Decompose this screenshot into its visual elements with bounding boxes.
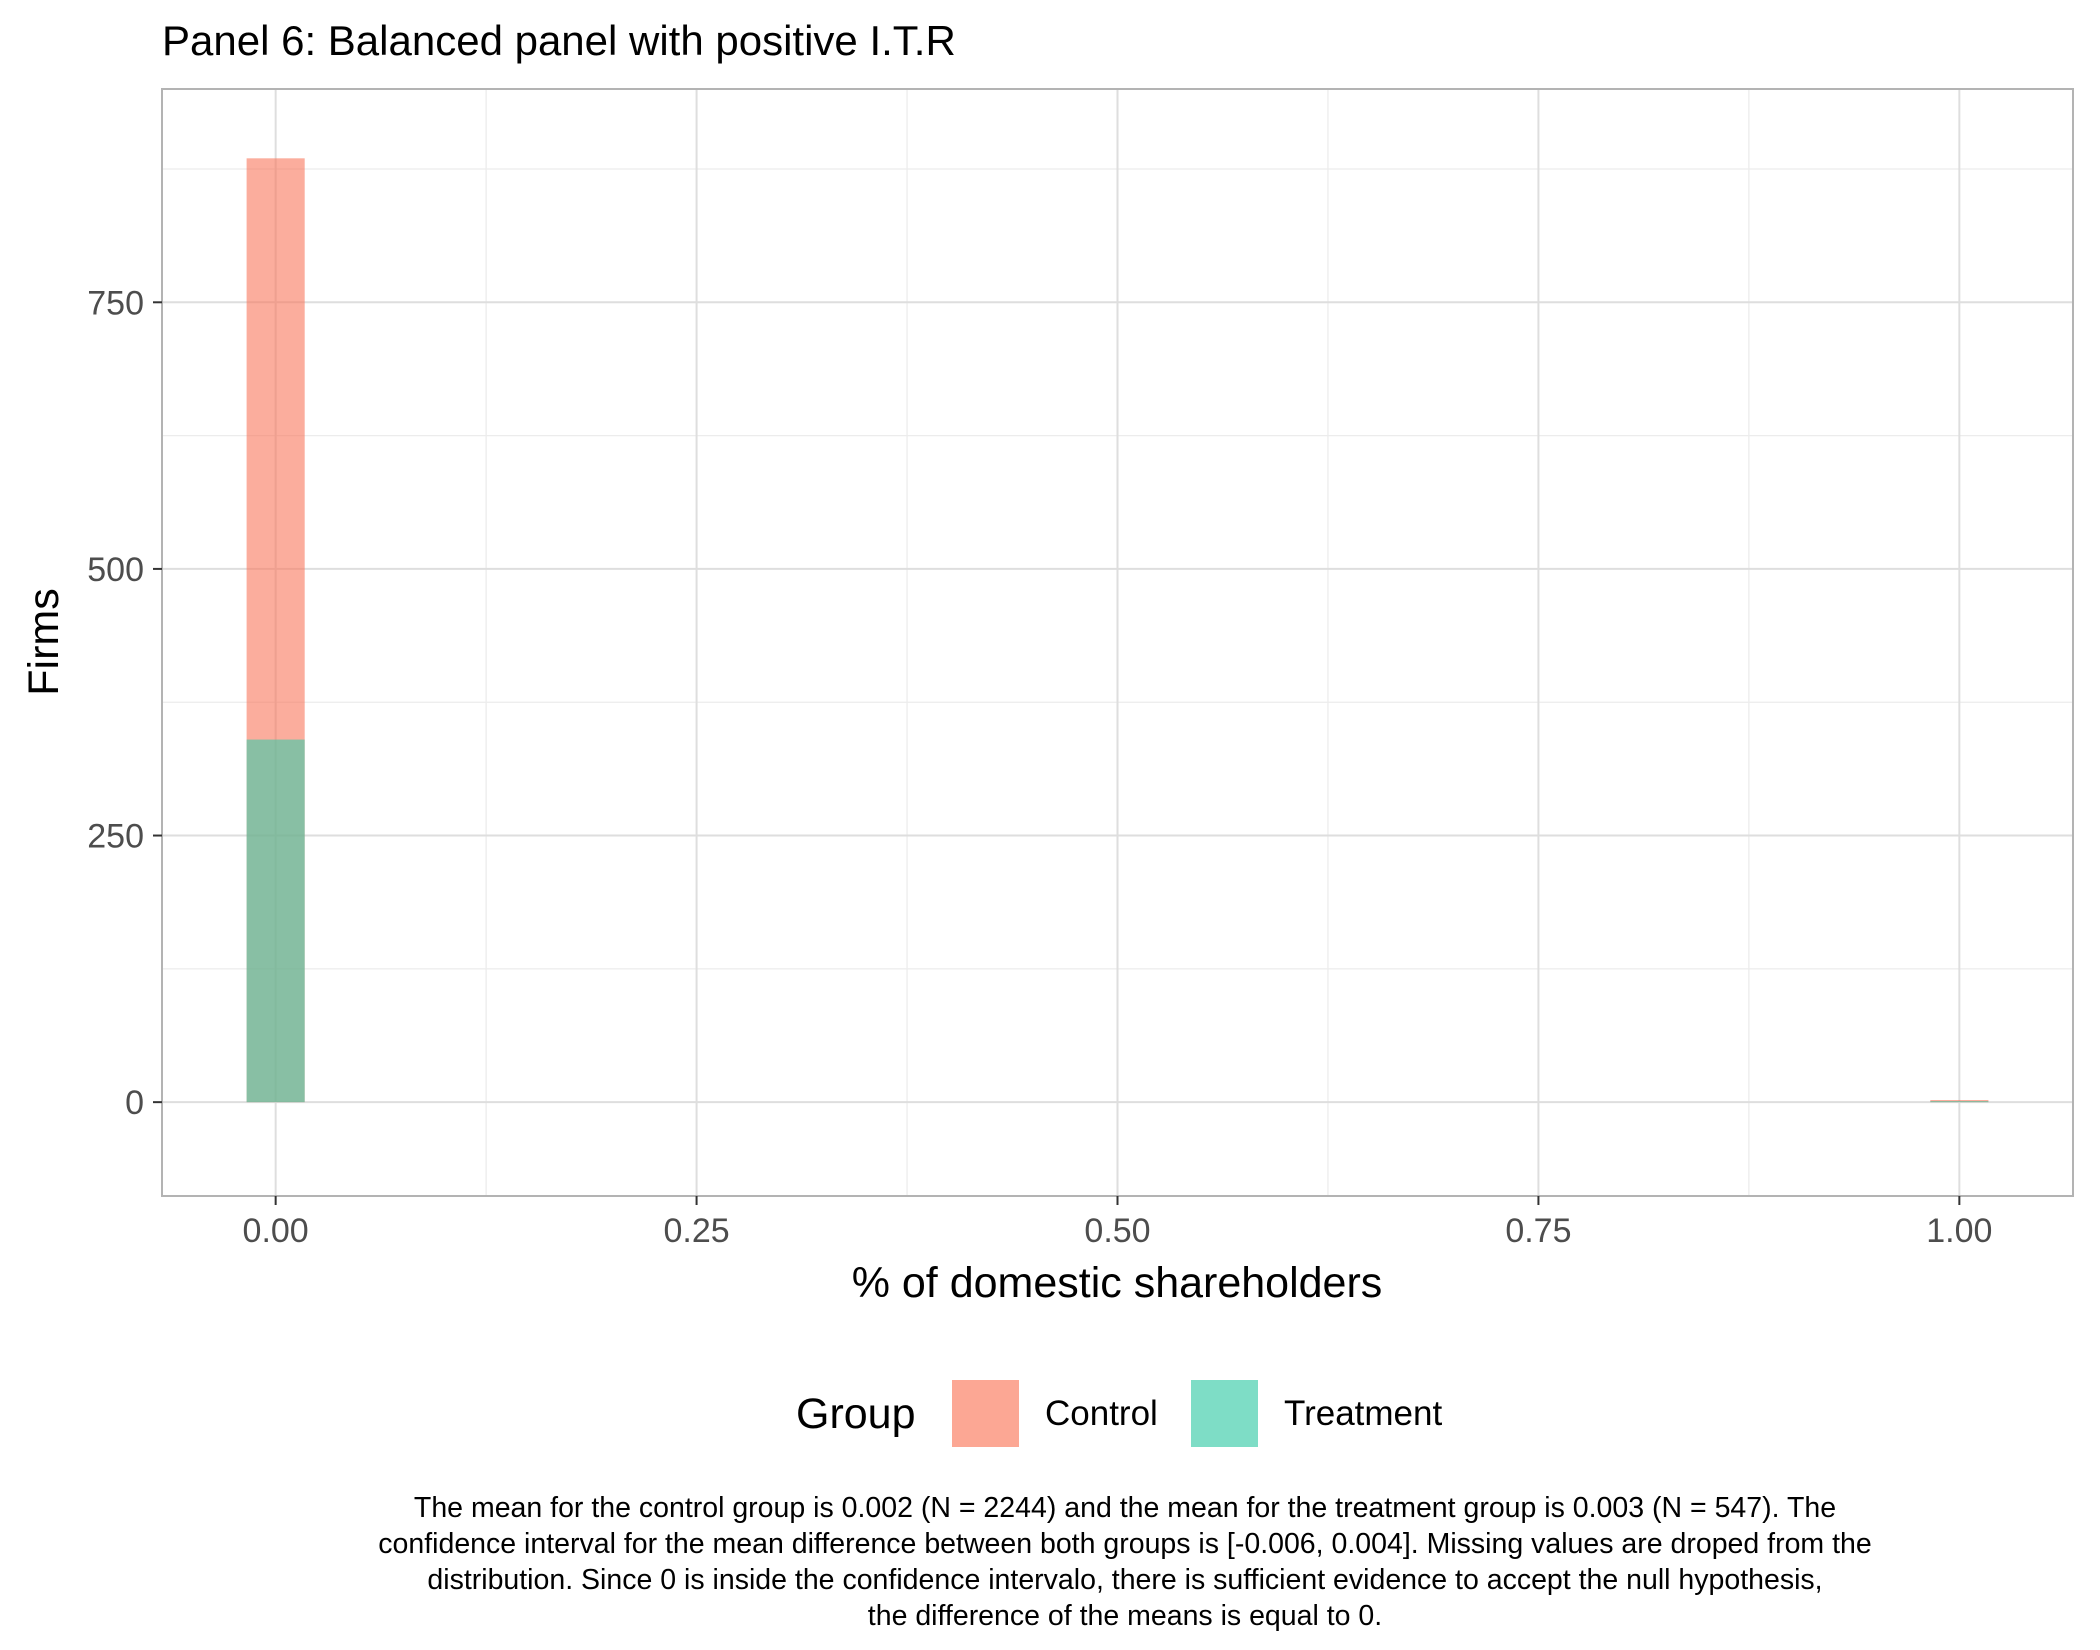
y-axis-ticks: 0 250 500 750 <box>87 284 162 1122</box>
chart-caption: The mean for the control group is 0.002 … <box>150 1490 2100 1634</box>
y-tick-label: 500 <box>87 551 144 589</box>
y-tick-label: 750 <box>87 284 144 322</box>
x-tick-label: 0.50 <box>1084 1212 1150 1250</box>
x-axis-label: % of domestic shareholders <box>852 1259 1383 1307</box>
y-axis-label: Firms <box>20 588 68 695</box>
chart-title: Panel 6: Balanced panel with positive I.… <box>162 17 956 64</box>
major-gridlines <box>162 89 2073 1196</box>
bar-treatment <box>1930 1101 1989 1103</box>
y-tick-label: 250 <box>87 818 144 856</box>
caption-line: distribution. Since 0 is inside the conf… <box>427 1564 1823 1596</box>
caption-line: confidence interval for the mean differe… <box>378 1528 1872 1560</box>
legend-key-treatment <box>1191 1380 1258 1447</box>
bar-control <box>1930 1100 1989 1103</box>
legend-label-treatment: Treatment <box>1284 1394 1442 1433</box>
caption-line: the difference of the means is equal to … <box>867 1600 1383 1632</box>
x-tick-label: 0.00 <box>243 1212 309 1250</box>
x-axis-ticks: 0.00 0.25 0.50 0.75 1.00 <box>243 1196 1992 1250</box>
bar-treatment <box>246 739 305 1103</box>
legend-label-control: Control <box>1045 1394 1158 1433</box>
legend-title: Group <box>796 1390 916 1438</box>
caption-line: The mean for the control group is 0.002 … <box>413 1492 1837 1524</box>
x-tick-label: 0.75 <box>1505 1212 1571 1250</box>
x-tick-label: 1.00 <box>1926 1212 1992 1250</box>
y-tick-label: 0 <box>125 1084 144 1122</box>
x-tick-label: 0.25 <box>663 1212 729 1250</box>
histogram-bars <box>246 158 1989 1103</box>
legend: Group Control Treatment <box>796 1380 1442 1447</box>
legend-key-control <box>952 1380 1019 1447</box>
